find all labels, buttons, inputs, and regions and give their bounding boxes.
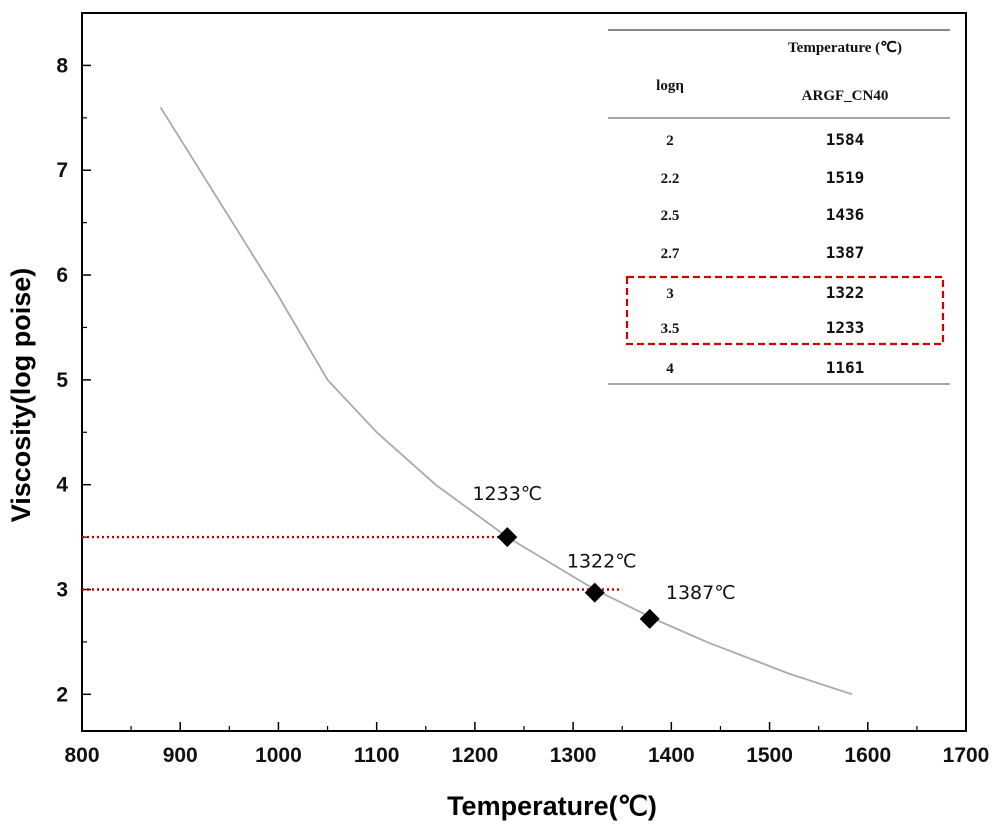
data-point-marker [584, 582, 605, 603]
x-tick-label: 1400 [648, 744, 695, 767]
table-cell-logeta: 3.5 [661, 321, 680, 337]
y-tick-label: 8 [56, 54, 68, 77]
series-group [159, 106, 853, 696]
x-tick-label: 1300 [550, 744, 597, 767]
x-tick-label: 1500 [746, 744, 793, 767]
table-cell-logeta: 2.2 [661, 171, 680, 187]
marker-group [497, 527, 660, 629]
table-header-sample: ARGF_CN40 [802, 88, 889, 104]
viscosity-table: Temperature (℃) logη ARGF_CN40 2 1584 2.2 1… [608, 29, 950, 385]
table-cell-logeta: 2.7 [661, 246, 680, 262]
y-tick-label: 3 [56, 578, 68, 601]
data-point-marker [639, 608, 660, 629]
table-cell-logeta: 3 [666, 286, 674, 302]
table-cell-logeta: 4 [666, 361, 674, 377]
table-cell-logeta: 2 [666, 133, 674, 149]
annotation-group: 1233℃ 1322℃ 1387℃ [472, 483, 735, 604]
table-cell-logeta: 2.5 [661, 208, 680, 224]
x-tick-label: 1100 [354, 744, 400, 767]
data-point-marker [497, 527, 518, 548]
table-cell-temperature: 1387 [826, 243, 865, 262]
axis-tick-labels: 800 900 1000 1100 1200 1300 1400 1500 1600 1700 2 3… [56, 54, 989, 767]
table-cell-temperature: 1322 [826, 283, 865, 302]
marker-annotation: 1233℃ [472, 483, 542, 505]
y-axis-title: Viscosity(log poise) [6, 268, 36, 523]
y-tick-label: 4 [56, 474, 68, 497]
x-axis-title: Temperature(℃) [447, 791, 657, 821]
y-tick-label: 6 [56, 264, 68, 287]
x-tick-label: 900 [163, 744, 198, 767]
table-header-temperature: Temperature (℃) [788, 40, 902, 56]
axis-ticks [81, 64, 967, 731]
series-line [159, 106, 853, 696]
table-rows: 2 1584 2.2 1519 2.5 1436 2.7 1387 3 1322 3.5 1233 4 1… [661, 130, 865, 377]
marker-annotation: 1387℃ [666, 582, 736, 604]
y-tick-label: 7 [56, 159, 68, 182]
marker-annotation: 1322℃ [567, 551, 637, 573]
y-tick-label: 5 [56, 369, 68, 392]
table-cell-temperature: 1584 [826, 130, 865, 149]
x-tick-label: 1700 [943, 744, 990, 767]
table-cell-temperature: 1436 [826, 205, 865, 224]
table-cell-temperature: 1233 [826, 318, 865, 337]
x-tick-label: 800 [64, 744, 99, 767]
reference-lines [82, 535, 623, 591]
y-tick-label: 2 [56, 683, 68, 706]
table-header-logeta: logη [656, 78, 684, 94]
table-cell-temperature: 1161 [826, 358, 865, 377]
highlight-box [625, 275, 945, 346]
x-tick-label: 1200 [452, 744, 499, 767]
x-tick-label: 1600 [844, 744, 891, 767]
x-tick-label: 1000 [255, 744, 302, 767]
table-cell-temperature: 1519 [826, 168, 865, 187]
